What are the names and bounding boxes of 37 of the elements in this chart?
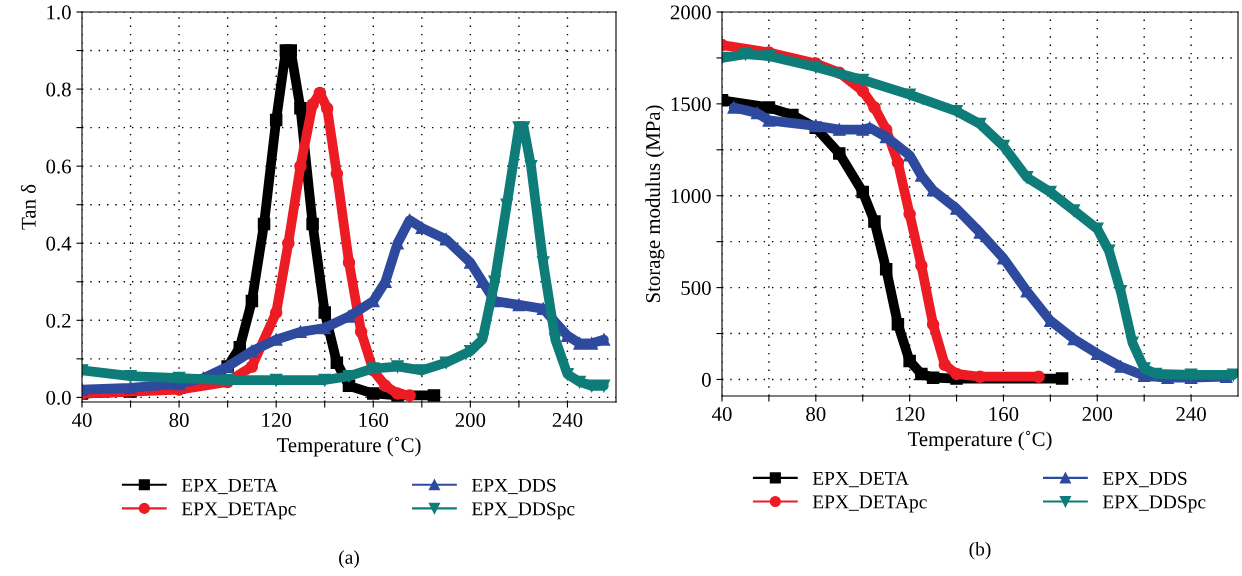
y-axis-title: Tan δ bbox=[20, 184, 36, 230]
legend-label: EPX_DETA bbox=[812, 471, 909, 488]
x-tick-label: 80 bbox=[806, 407, 826, 422]
legend-label: EPX_DETA bbox=[181, 478, 278, 495]
x-tick-label: 160 bbox=[989, 407, 1019, 422]
x-tick-label: 80 bbox=[169, 413, 189, 428]
x-tick-label: 40 bbox=[711, 407, 732, 422]
y-tick-label: 0.2 bbox=[46, 313, 71, 328]
legend-label: EPX_DDS bbox=[1102, 471, 1187, 488]
y-tick-label: 0.0 bbox=[46, 390, 71, 405]
x-tick-label: 120 bbox=[262, 413, 292, 428]
y-tick-label: 0.8 bbox=[46, 82, 71, 97]
x-tick-label: 240 bbox=[552, 413, 583, 428]
x-tick-label: 40 bbox=[71, 413, 92, 428]
y-tick-label: 0 bbox=[701, 372, 711, 387]
y-tick-label: 1000 bbox=[671, 189, 711, 204]
y-tick-label: 1.0 bbox=[47, 5, 71, 20]
x-tick-label: 200 bbox=[1082, 407, 1113, 422]
x-tick-label: 160 bbox=[359, 413, 389, 428]
legend-label: EPX_DETApc bbox=[812, 495, 927, 513]
legend-label: EPX_DDSpc bbox=[471, 502, 575, 520]
x-tick-label: 240 bbox=[1176, 407, 1206, 422]
x-axis-title: Temperature (˚C) bbox=[907, 430, 1052, 451]
y-tick-label: 500 bbox=[681, 280, 711, 296]
y-tick-label: 2000 bbox=[670, 5, 711, 20]
legend-label: EPX_DDSpc bbox=[1102, 495, 1206, 513]
x-axis-title: Temperature (˚C) bbox=[276, 436, 421, 457]
y-tick-label: 0.6 bbox=[46, 159, 71, 174]
x-tick-label: 200 bbox=[455, 413, 486, 428]
text: (a) bbox=[339, 550, 359, 568]
legend-label: EPX_DDS bbox=[471, 478, 556, 495]
y-axis-title: Storage modulus (MPa) bbox=[645, 105, 665, 303]
y-tick-label: 1500 bbox=[671, 97, 711, 112]
y-tick-label: 0.4 bbox=[46, 236, 72, 251]
text: (b) bbox=[969, 541, 991, 560]
legend-label: EPX_DETApc bbox=[181, 502, 296, 520]
x-tick-label: 120 bbox=[895, 407, 925, 422]
